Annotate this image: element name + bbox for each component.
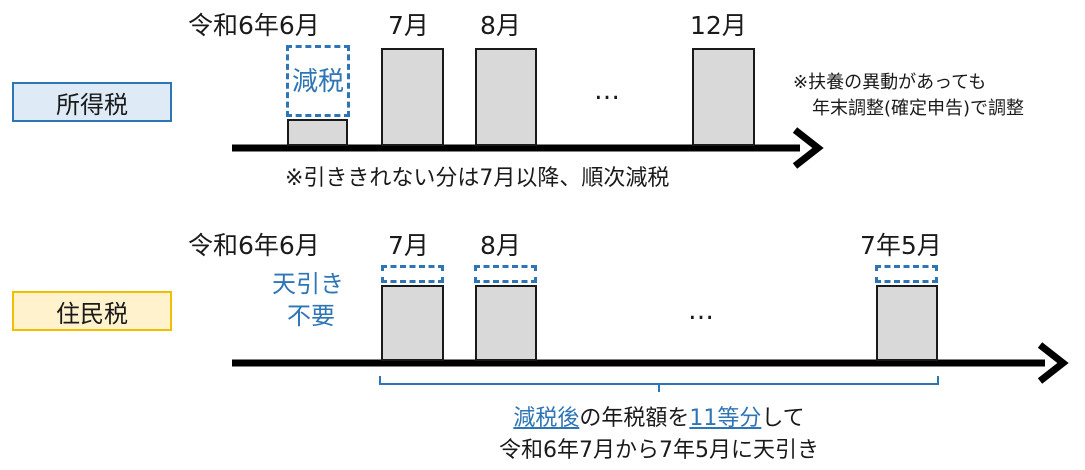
installment-bracket	[379, 376, 939, 392]
resident-tax-label-box: 住民税	[12, 291, 172, 331]
resident-note-suffix: して	[761, 406, 805, 431]
resident-note-line2: 令和6年7月から7年5月に天引き	[499, 438, 819, 463]
income-bar-june	[287, 119, 348, 146]
resident-month-may: 7年5月	[860, 231, 942, 260]
resident-note-eleven-parts: 11等分	[689, 406, 762, 431]
resident-month-august: 8月	[480, 231, 521, 260]
income-timeline-arrowhead	[792, 127, 824, 169]
resident-bar-may	[876, 285, 938, 361]
resident-note-after-reduction: 減税後	[513, 406, 580, 431]
resident-timeline-arrowhead	[1037, 342, 1069, 384]
resident-no-deduction-line1: 天引き	[272, 270, 344, 298]
resident-dashed-cap-july	[381, 265, 444, 283]
income-month-june: 令和6年6月	[188, 11, 320, 40]
income-bar-august	[475, 48, 537, 146]
income-bar-july	[381, 48, 444, 146]
income-bar-december	[692, 48, 755, 146]
resident-no-deduction-line2: 不要	[287, 302, 335, 330]
resident-ellipsis: …	[688, 296, 714, 326]
income-month-december: 12月	[690, 11, 747, 40]
resident-note-annual-tax: の年税額を	[579, 406, 690, 431]
income-reduction-label: 減税	[291, 67, 344, 97]
resident-note-line1: 減税後の年税額を11等分して	[436, 400, 882, 432]
resident-tax-label: 住民税	[56, 299, 128, 328]
resident-bar-august	[475, 285, 537, 361]
income-tax-label: 所得税	[56, 90, 128, 119]
resident-dashed-cap-august	[474, 265, 537, 283]
income-side-note-line1: ※扶養の異動があっても	[793, 72, 987, 93]
resident-month-june: 令和6年6月	[188, 231, 320, 260]
resident-month-july: 7月	[388, 231, 429, 260]
resident-bar-july	[381, 285, 444, 361]
income-month-july: 7月	[388, 11, 429, 40]
income-month-august: 8月	[480, 11, 521, 40]
resident-dashed-cap-may	[875, 265, 938, 283]
income-ellipsis: …	[594, 76, 620, 106]
income-tax-label-box: 所得税	[12, 82, 172, 122]
income-reduction-dashed-box	[286, 45, 350, 117]
income-bottom-note: ※引ききれない分は7月以降、順次減税	[285, 166, 670, 191]
income-side-note-line2: 年末調整(確定申告)で調整	[812, 98, 1025, 119]
